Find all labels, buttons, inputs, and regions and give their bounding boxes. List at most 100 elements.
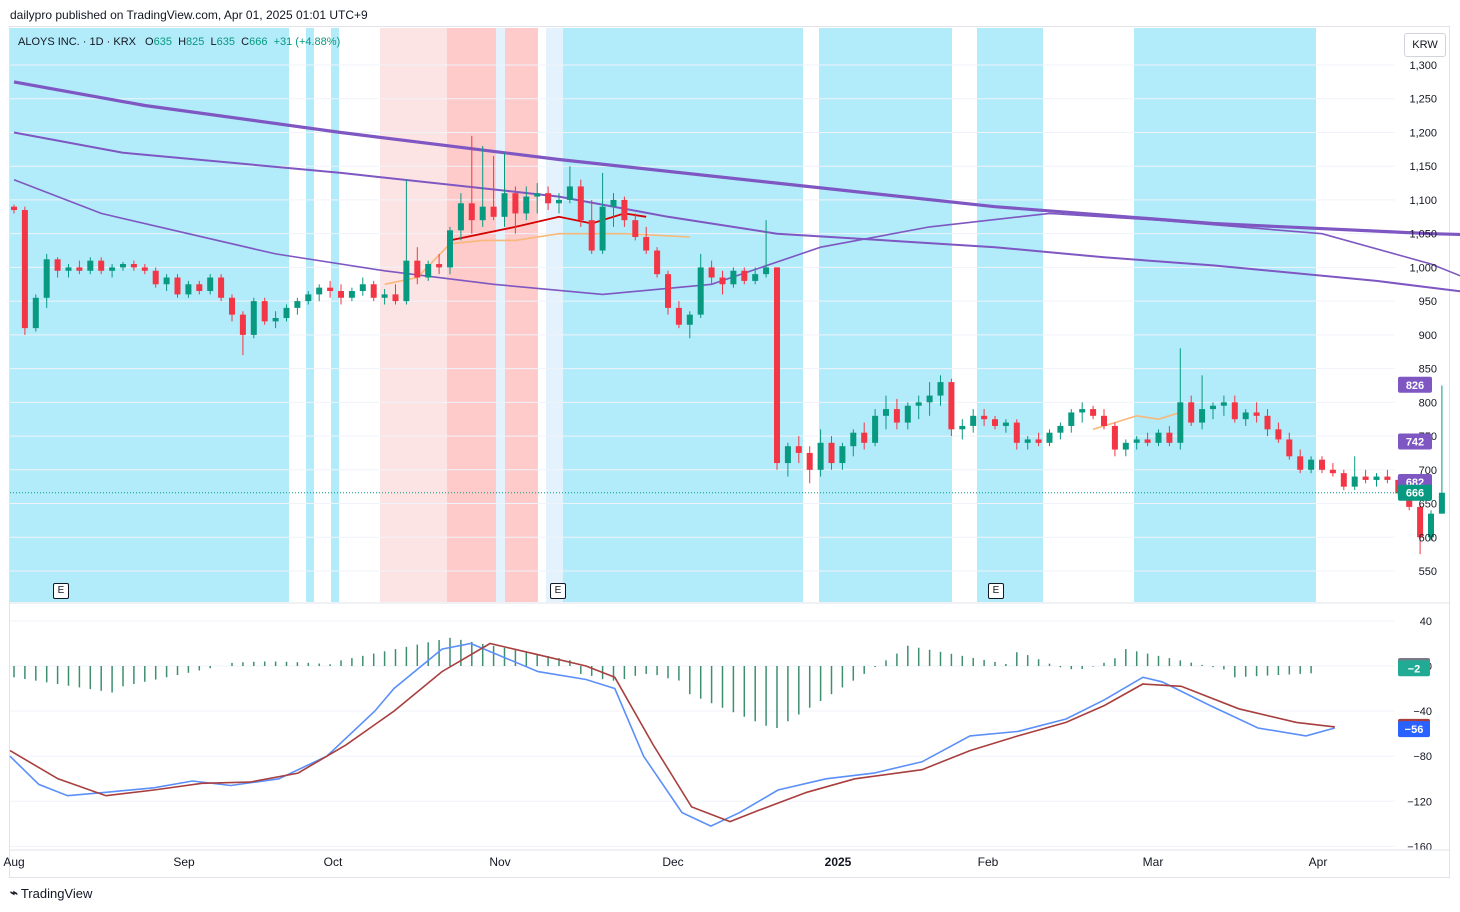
candle-body [926, 395, 933, 403]
earnings-marker[interactable]: E [988, 583, 1004, 599]
tradingview-logo[interactable]: ⌁ TradingView [10, 885, 92, 901]
candle-body [730, 270, 737, 285]
candle-body [316, 287, 323, 295]
candle-body [577, 186, 584, 221]
candle-body [1155, 432, 1162, 443]
candle-body [229, 297, 235, 315]
candle-body [654, 250, 661, 275]
value-label-box [1398, 660, 1430, 677]
y-tick-label: 1,050 [1409, 229, 1437, 241]
background-band [505, 28, 538, 602]
candle-body [1351, 476, 1358, 487]
candle-body [283, 307, 290, 318]
ma-line [449, 212, 647, 242]
candle-body [534, 193, 541, 197]
y-tick-label: 850 [1419, 364, 1437, 376]
candle-body [512, 193, 519, 214]
candle-body [305, 294, 312, 302]
candle-body [403, 260, 410, 302]
candle-body [1231, 402, 1238, 420]
candle-body [490, 206, 497, 217]
tradingview-logo-icon: ⌁ [10, 885, 18, 900]
candle-body [992, 419, 998, 426]
candle-body [294, 301, 301, 308]
candle-body [250, 301, 257, 335]
earnings-marker[interactable]: E [550, 583, 566, 599]
candle-body [904, 405, 911, 423]
candle-body [959, 425, 966, 430]
y-tick-label: 900 [1419, 330, 1437, 342]
signal-line [9, 642, 1335, 823]
background-band [331, 28, 339, 602]
candle-body [1362, 476, 1369, 480]
macd-line [9, 642, 1336, 827]
x-tick-label: Feb [978, 855, 999, 869]
candle-body [98, 260, 105, 271]
symbol-name: ALOYS INC. · 1D · KRX [18, 36, 136, 48]
candle-body [937, 382, 944, 396]
candle-body [686, 314, 693, 325]
chart-frame [9, 26, 1450, 878]
candle-body [130, 264, 137, 268]
candle-body [54, 259, 61, 271]
y-tick-label: 650 [1419, 499, 1437, 511]
candle-body [32, 297, 39, 329]
y-tick-label: 950 [1419, 296, 1437, 308]
change-value: +31 (+4.88%) [273, 36, 341, 48]
candle-body [1002, 422, 1009, 426]
candle-body [1210, 405, 1216, 410]
candle-body [566, 186, 573, 200]
candle-body [1329, 469, 1336, 474]
candle-body [839, 446, 846, 464]
candle-body [1319, 459, 1325, 470]
currency-button[interactable]: KRW [1404, 33, 1446, 57]
candle-body [196, 284, 203, 292]
candle-body [425, 264, 432, 278]
low-label: L [210, 36, 217, 48]
x-tick-label: Nov [489, 855, 510, 869]
candle-body [185, 284, 192, 295]
y-tick-label: 40 [1420, 616, 1432, 628]
x-tick-label: Oct [324, 855, 343, 869]
candle-body [708, 267, 715, 278]
symbol-legend: ALOYS INC. · 1D · KRX O635 H825 L635 C66… [18, 36, 340, 48]
candle-body [1308, 459, 1315, 470]
x-tick-label: Apr [1309, 855, 1328, 869]
y-tick-label: 700 [1419, 465, 1437, 477]
candle-body [21, 210, 28, 329]
candle-body [1188, 402, 1195, 423]
candle-body [43, 259, 50, 298]
candle-body [665, 274, 671, 308]
y-tick-label: −120 [1407, 796, 1432, 808]
candle-body [359, 284, 366, 292]
candle-body [588, 220, 595, 251]
candle-body [1111, 425, 1118, 450]
close-label: C [241, 36, 250, 48]
price-label-box [1398, 433, 1432, 450]
candle-body [806, 452, 813, 470]
candle-body [828, 442, 835, 464]
background-band [977, 28, 1043, 602]
y-tick-label: −40 [1413, 706, 1432, 718]
close-value: 666 [249, 36, 268, 48]
candle-body [763, 267, 770, 275]
candle-body [752, 274, 759, 281]
candle-body [610, 199, 617, 207]
candle-body [784, 446, 791, 464]
candle-body [861, 432, 868, 443]
earnings-marker[interactable]: E [53, 583, 69, 599]
candle-body [1253, 412, 1260, 416]
ema-line [13, 80, 1460, 237]
candle-body [1177, 402, 1184, 443]
candle-body [109, 267, 116, 271]
candle-body [392, 294, 399, 302]
candle-body [1046, 432, 1053, 443]
candle-body [447, 230, 453, 268]
candle-body [152, 270, 159, 285]
candle-body [817, 442, 824, 470]
y-tick-label: 1,250 [1409, 94, 1437, 106]
price-label: 826 [1406, 380, 1424, 392]
candle-body [1373, 476, 1380, 480]
background-band [496, 28, 505, 602]
